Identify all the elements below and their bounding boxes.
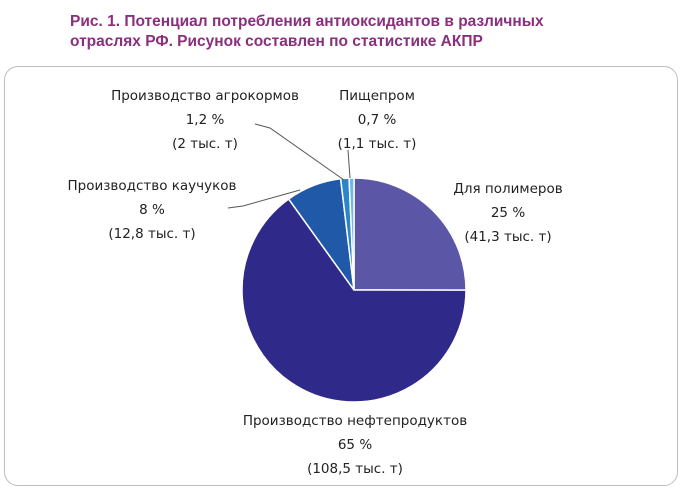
pie-slices [241,177,467,403]
label-oil-products: Производство нефтепродуктов 65 % (108,5 … [243,413,467,477]
label-polymers-amount: (41,3 тыс. т) [464,229,551,245]
label-rubber-percent: 8 % [139,202,165,218]
slice-oil-products [241,197,467,403]
label-oil-products-percent: 65 % [338,437,372,453]
chart-title: Рис. 1. Потенциал потребления антиоксида… [70,12,670,52]
leader-line-agrofeed [254,123,345,181]
label-food-industry: Пищепром 0,7 % (1,1 тыс. т) [338,88,417,152]
label-agrofeed-name: Производство агрокормов [111,88,299,104]
chart-title-line-2: отраслях РФ. Рисунок составлен по статис… [70,33,483,50]
label-oil-products-amount: (108,5 тыс. т) [307,461,403,477]
label-food-industry-percent: 0,7 % [358,112,397,128]
label-rubber-amount: (12,8 тыс. т) [108,226,195,242]
leader-line-rubber [227,189,301,209]
label-polymers-name: Для полимеров [453,181,562,197]
label-agrofeed-amount: (2 тыс. т) [172,136,238,152]
slice-polymers [353,177,467,291]
label-agrofeed: Производство агрокормов 1,2 % (2 тыс. т) [111,88,299,152]
slice-food-industry [348,177,355,291]
label-polymers-percent: 25 % [491,205,525,221]
chart-frame [4,66,678,486]
chart-title-line-1: Рис. 1. Потенциал потребления антиоксида… [70,13,544,30]
label-food-industry-name: Пищепром [339,88,415,104]
label-rubber-name: Производство каучуков [67,178,236,194]
label-agrofeed-percent: 1,2 % [186,112,225,128]
leader-lines [227,123,351,209]
label-polymers: Для полимеров 25 % (41,3 тыс. т) [453,181,562,245]
label-oil-products-name: Производство нефтепродуктов [243,413,467,429]
leader-line-food-industry [347,149,351,179]
label-food-industry-amount: (1,1 тыс. т) [338,136,417,152]
label-rubber: Производство каучуков 8 % (12,8 тыс. т) [67,178,236,242]
